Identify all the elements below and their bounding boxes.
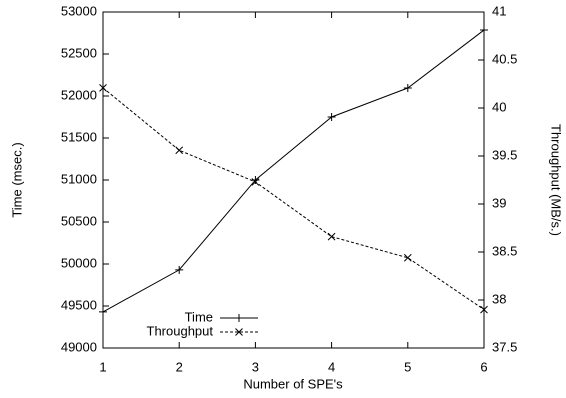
y-tick-label: 51500 bbox=[61, 129, 97, 144]
point-marker bbox=[235, 328, 243, 336]
y-axis-label: Time (msec.) bbox=[9, 142, 24, 217]
point-marker bbox=[175, 265, 184, 274]
point-marker bbox=[403, 84, 412, 93]
x-tick-label: 6 bbox=[480, 359, 487, 374]
y2-tick-label: 37.5 bbox=[492, 339, 517, 354]
point-marker bbox=[175, 146, 184, 155]
point-marker bbox=[480, 305, 488, 314]
point-marker bbox=[99, 307, 107, 316]
point-marker bbox=[327, 232, 336, 241]
y-tick-label: 52500 bbox=[61, 45, 97, 60]
point-marker bbox=[251, 176, 260, 184]
y2-axis-label: Throughput (MB/s.) bbox=[549, 124, 564, 236]
y2-tick-label: 39 bbox=[492, 195, 506, 210]
y2-tick-label: 40 bbox=[492, 99, 506, 114]
x-tick-label: 3 bbox=[252, 359, 259, 374]
y-tick-label: 50000 bbox=[61, 255, 97, 270]
point-marker bbox=[327, 113, 336, 121]
y2-tick-label: 38.5 bbox=[492, 243, 517, 258]
point-marker bbox=[480, 26, 488, 35]
y-tick-label: 51000 bbox=[61, 171, 97, 186]
y2-tick-label: 40.5 bbox=[492, 51, 517, 66]
point-marker bbox=[99, 83, 107, 92]
point-marker bbox=[403, 253, 412, 262]
y2-tick-label: 39.5 bbox=[492, 147, 517, 162]
legend-label: Time bbox=[185, 309, 213, 324]
y-tick-label: 52000 bbox=[61, 87, 97, 102]
y-tick-label: 53000 bbox=[61, 3, 97, 18]
x-tick-label: 2 bbox=[176, 359, 183, 374]
x-axis-label: Number of SPE's bbox=[243, 376, 343, 391]
y2-tick-label: 38 bbox=[492, 291, 506, 306]
series-line bbox=[102, 87, 485, 311]
y2-tick-label: 41 bbox=[492, 3, 506, 18]
y-tick-label: 50500 bbox=[61, 213, 97, 228]
series-line bbox=[102, 29, 485, 313]
x-tick-label: 1 bbox=[99, 359, 106, 374]
y-tick-label: 49500 bbox=[61, 297, 97, 312]
point-marker bbox=[251, 178, 260, 186]
x-tick-label: 4 bbox=[328, 359, 335, 374]
plot-frame bbox=[102, 11, 485, 349]
x-tick-label: 5 bbox=[404, 359, 411, 374]
y-tick-label: 49000 bbox=[61, 339, 97, 354]
legend-label: Throughput bbox=[147, 323, 214, 338]
point-marker bbox=[235, 314, 243, 322]
